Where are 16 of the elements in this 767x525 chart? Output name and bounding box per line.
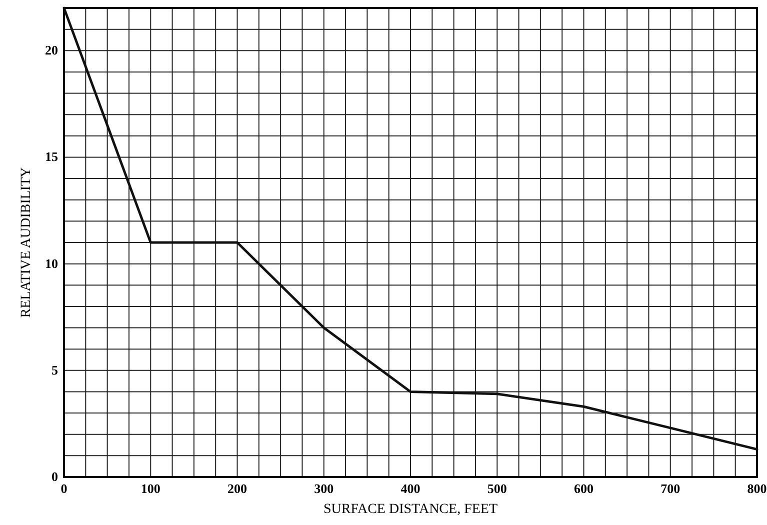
x-axis-title: SURFACE DISTANCE, FEET	[323, 502, 498, 517]
x-tick-label: 100	[140, 481, 160, 496]
line-series	[62, 6, 758, 451]
y-tick-label: 10	[45, 256, 58, 271]
x-tick-label: 400	[400, 481, 420, 496]
x-tick-label: 600	[574, 481, 594, 496]
x-tick-label: 800	[747, 481, 767, 496]
y-tick-label: 5	[52, 362, 58, 378]
x-tick-label: 300	[314, 481, 334, 496]
y-tick-label: 20	[45, 42, 58, 58]
y-tick-label: 15	[45, 149, 58, 164]
y-tick-label: 0	[52, 469, 58, 484]
y-axis-title: RELATIVE AUDIBILITY	[19, 167, 34, 318]
x-tick-label: 700	[660, 481, 680, 496]
x-tick-label: 500	[487, 481, 507, 496]
x-tick-label: 200	[228, 481, 247, 496]
